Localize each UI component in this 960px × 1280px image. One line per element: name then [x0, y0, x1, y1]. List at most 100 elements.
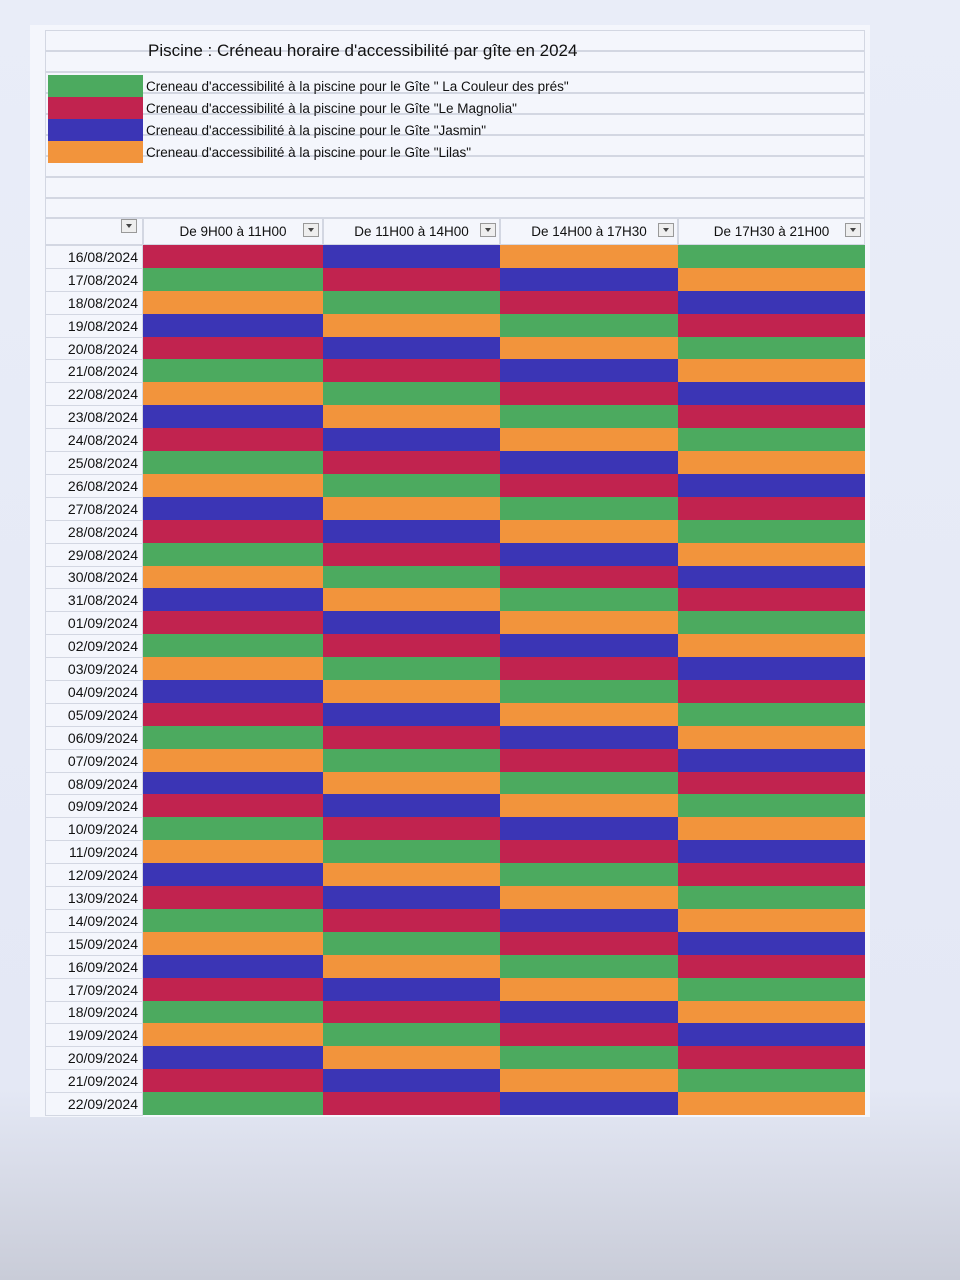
slot-cell: [143, 1023, 323, 1047]
slot-cell: [323, 1000, 500, 1024]
slot-cell: [500, 382, 678, 406]
date-cell: 27/08/2024: [45, 496, 143, 521]
slot-cell: [500, 405, 678, 429]
slot-cell: [678, 908, 865, 933]
legend-swatch: [48, 75, 143, 97]
slot-cell: [678, 588, 865, 612]
slot-cell: [323, 473, 500, 498]
slot-cell: [678, 886, 865, 910]
slot-cell: [323, 725, 500, 750]
slot-cell: [143, 565, 323, 589]
legend-swatch: [48, 119, 143, 141]
slot-cell: [500, 1046, 678, 1070]
slot-cell: [678, 771, 865, 795]
grid-row: [45, 135, 865, 156]
slot-cell: [323, 451, 500, 475]
slot-cell: [500, 817, 678, 841]
filter-button[interactable]: [658, 223, 674, 237]
slot-cell: [323, 382, 500, 406]
slot-cell: [323, 634, 500, 658]
slot-cell: [143, 611, 323, 635]
slot-cell: [323, 680, 500, 704]
slot-cell: [143, 359, 323, 383]
filter-button[interactable]: [303, 223, 319, 237]
slot-cell: [143, 771, 323, 795]
slot-cell: [500, 519, 678, 544]
slot-cell: [323, 313, 500, 338]
slot-cell: [678, 680, 865, 704]
slot-cell: [143, 794, 323, 818]
date-cell: 02/09/2024: [45, 634, 143, 659]
grid-row: [45, 177, 865, 198]
date-cell: 21/09/2024: [45, 1069, 143, 1094]
filter-button[interactable]: [845, 223, 861, 237]
slot-cell: [500, 496, 678, 521]
grid-row: [45, 72, 865, 93]
slot-cell: [500, 267, 678, 292]
slot-cell: [500, 290, 678, 315]
slot-cell: [143, 1092, 323, 1116]
slot-cell: [323, 611, 500, 635]
slot-cell: [323, 1046, 500, 1070]
slot-cell: [143, 519, 323, 544]
slot-cell: [143, 725, 323, 750]
slot-cell: [143, 657, 323, 681]
slot-cell: [678, 1069, 865, 1093]
slot-cell: [143, 680, 323, 704]
slot-cell: [143, 1069, 323, 1093]
slot-cell: [500, 886, 678, 910]
slot-cell: [143, 908, 323, 933]
slot-cell: [143, 702, 323, 727]
slot-cell: [678, 405, 865, 429]
slot-cell: [500, 794, 678, 818]
grid-row: [45, 198, 865, 219]
slot-cell: [143, 1046, 323, 1070]
slot-cell: [143, 817, 323, 841]
date-cell: 03/09/2024: [45, 657, 143, 681]
date-cell: 20/08/2024: [45, 336, 143, 361]
filter-button[interactable]: [480, 223, 496, 237]
date-cell: 22/08/2024: [45, 382, 143, 407]
slot-cell: [143, 1000, 323, 1024]
date-cell: 21/08/2024: [45, 359, 143, 384]
slot-cell: [500, 657, 678, 681]
slot-cell: [143, 473, 323, 498]
slot-cell: [500, 428, 678, 452]
slot-cell: [500, 1023, 678, 1047]
slot-cell: [323, 702, 500, 727]
slot-cell: [323, 908, 500, 933]
slot-cell: [500, 542, 678, 567]
filter-button[interactable]: [121, 219, 137, 233]
slot-cell: [323, 267, 500, 292]
slot-cell: [323, 245, 500, 269]
slot-cell: [323, 794, 500, 818]
date-cell: 23/08/2024: [45, 405, 143, 430]
slot-cell: [143, 588, 323, 612]
slot-cell: [143, 428, 323, 452]
slot-cell: [143, 245, 323, 269]
slot-cell: [500, 451, 678, 475]
slot-cell: [500, 473, 678, 498]
slot-cell: [500, 634, 678, 658]
legend-swatch: [48, 97, 143, 119]
slot-cell: [500, 725, 678, 750]
slot-cell: [500, 588, 678, 612]
slot-cell: [500, 336, 678, 360]
slot-cell: [678, 313, 865, 338]
column-header: De 9H00 à 11H00: [143, 217, 323, 245]
slot-cell: [678, 382, 865, 406]
slot-cell: [323, 519, 500, 544]
slot-cell: [500, 931, 678, 956]
slot-cell: [143, 267, 323, 292]
slot-cell: [323, 1069, 500, 1093]
date-cell: 17/08/2024: [45, 267, 143, 292]
slot-cell: [500, 565, 678, 589]
date-cell: 16/08/2024: [45, 245, 143, 269]
grid-row: [45, 114, 865, 135]
slot-cell: [323, 748, 500, 773]
slot-cell: [678, 817, 865, 841]
slot-cell: [678, 359, 865, 383]
legend-label: Creneau d'accessibilité à la piscine pou…: [146, 78, 569, 94]
slot-cell: [678, 794, 865, 818]
legend-label: Creneau d'accessibilité à la piscine pou…: [146, 100, 517, 116]
